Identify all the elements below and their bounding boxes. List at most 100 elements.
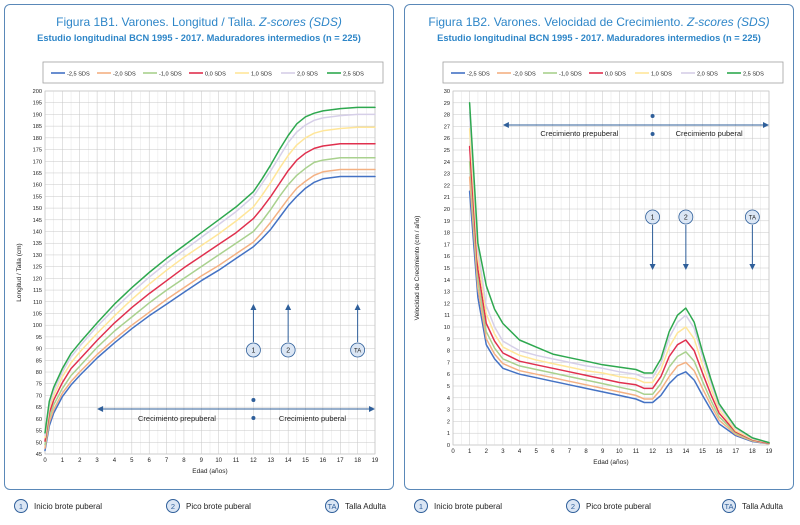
x-tick-label: 17 bbox=[732, 449, 739, 455]
legend-label: 2,5 SDS bbox=[743, 72, 764, 78]
chart-subtitle-suffix: ) bbox=[357, 33, 361, 43]
x-tick-label: 11 bbox=[233, 458, 240, 464]
legend-label: 1,0 SDS bbox=[251, 72, 272, 78]
marker-arrowhead bbox=[682, 264, 689, 270]
chart-subtitle-text: Estudio longitudinal BCN 1995 - 2017. Ma… bbox=[37, 33, 326, 43]
marker-badge-icon: 1 bbox=[414, 499, 428, 513]
y-tick-label: 160 bbox=[33, 183, 42, 189]
chart-title: Figura 1B1. Varones. Longitud / Talla. Z… bbox=[5, 15, 393, 29]
y-axis-title: Velocidad de Crecimiento (cm / año) bbox=[414, 216, 421, 321]
legend-label: 0,0 SDS bbox=[205, 72, 226, 78]
y-tick-label: 155 bbox=[33, 194, 42, 200]
y-tick-label: 19 bbox=[444, 219, 450, 225]
footer-label: Inicio brote puberal bbox=[434, 501, 503, 511]
growth-phase-annotation: Crecimiento prepuberal Crecimiento pubera… bbox=[502, 114, 769, 138]
x-axis-title: Edad (años) bbox=[593, 459, 628, 466]
x-tick-label: 3 bbox=[95, 458, 99, 464]
series-line bbox=[468, 128, 770, 444]
chart-title-text: Figura 1B2. Varones. Velocidad de Crecim… bbox=[428, 15, 684, 29]
phase-label-puberal: Crecimiento puberal bbox=[676, 129, 743, 138]
series-line bbox=[44, 168, 376, 449]
x-axis-title: Edad (años) bbox=[192, 468, 227, 475]
marker-badge-icon: TA bbox=[722, 499, 736, 513]
series-line bbox=[44, 113, 376, 437]
footer-item-inicio: 1 Inicio brote puberal bbox=[14, 497, 102, 515]
series-line bbox=[44, 156, 376, 446]
phase-divider-dot bbox=[650, 132, 655, 136]
y-tick-label: 105 bbox=[33, 311, 42, 317]
y-tick-label: 21 bbox=[444, 195, 450, 201]
footer-item-pico: 2 Pico brote puberal bbox=[566, 497, 651, 515]
legend: -2,5 SDS -2,0 SDS -1,0 SDS 0,0 SDS 1,0 SDS 2,… bbox=[42, 61, 384, 84]
marker-badge-icon bbox=[744, 209, 760, 225]
legend-label: -2,0 SDS bbox=[113, 72, 136, 78]
legend-label: -2,5 SDS bbox=[467, 72, 490, 78]
marker-arrowhead bbox=[649, 264, 656, 270]
y-tick-label: 90 bbox=[36, 347, 42, 353]
phase-label-prepuberal: Crecimiento prepuberal bbox=[540, 129, 618, 138]
x-tick-label: 18 bbox=[354, 458, 361, 464]
marker-label: 2 bbox=[286, 348, 290, 355]
phase-arrowhead-left bbox=[97, 406, 104, 412]
legend-label: 2,5 SDS bbox=[343, 72, 364, 78]
y-tick-label: 85 bbox=[36, 358, 42, 364]
marker-2: 2 bbox=[678, 209, 694, 270]
x-tick-label: 11 bbox=[633, 449, 640, 455]
y-tick-label: 29 bbox=[444, 101, 450, 107]
x-tick-label: 5 bbox=[130, 458, 134, 464]
y-tick-label: 110 bbox=[33, 300, 42, 306]
y-tick-label: 8 bbox=[447, 349, 450, 355]
marker-arrowhead bbox=[749, 264, 756, 270]
chart-title: Figura 1B2. Varones. Velocidad de Crecim… bbox=[405, 15, 793, 29]
y-tick-label: 22 bbox=[444, 183, 450, 189]
x-tick-label: 9 bbox=[200, 458, 204, 464]
y-tick-label: 9 bbox=[447, 337, 450, 343]
y-tick-label: 185 bbox=[33, 124, 42, 130]
y-tick-label: 145 bbox=[33, 218, 42, 224]
y-tick-label: 13 bbox=[444, 290, 450, 296]
velocity-chart-svg: -2,5 SDS -2,0 SDS -1,0 SDS 0,0 SDS 1,0 SDS 2,… bbox=[414, 61, 784, 466]
footer-label: Pico brote puberal bbox=[186, 501, 251, 511]
marker-badge-icon bbox=[645, 209, 660, 225]
marker-arrowhead bbox=[354, 304, 361, 310]
y-tick-label: 16 bbox=[444, 254, 450, 260]
x-tick-label: 12 bbox=[649, 449, 656, 455]
phase-arrowhead-right bbox=[369, 406, 375, 412]
y-tick-label: 120 bbox=[33, 276, 42, 282]
y-tick-label: 65 bbox=[36, 405, 42, 411]
x-tick-label: 2 bbox=[485, 449, 489, 455]
y-tick-label: 25 bbox=[444, 148, 450, 154]
series-line bbox=[44, 142, 376, 442]
phase-arrowhead-left bbox=[502, 122, 509, 128]
y-tick-label: 55 bbox=[36, 429, 42, 435]
x-tick-label: 1 bbox=[61, 458, 65, 464]
legend-label: 2,0 SDS bbox=[697, 72, 718, 78]
footer-label: Inicio brote puberal bbox=[34, 501, 103, 511]
legend-label: 2,0 SDS bbox=[297, 72, 318, 78]
y-tick-label: 4 bbox=[447, 396, 450, 402]
marker-1: 1 bbox=[246, 304, 261, 358]
x-tick-label: 19 bbox=[766, 449, 773, 455]
x-tick-label: 14 bbox=[682, 449, 689, 455]
marker-badge-icon bbox=[350, 342, 366, 358]
marker-badge-icon: 1 bbox=[14, 499, 28, 513]
legend-box bbox=[42, 61, 384, 84]
chart-title-text: Figura 1B1. Varones. Longitud / Talla. bbox=[56, 15, 256, 29]
y-tick-label: 7 bbox=[447, 360, 450, 366]
series-line bbox=[468, 145, 770, 444]
x-tick-label: 8 bbox=[182, 458, 186, 464]
y-tick-label: 75 bbox=[36, 382, 42, 388]
y-tick-label: 140 bbox=[33, 230, 42, 236]
x-tick-label: 0 bbox=[43, 458, 47, 464]
x-tick-label: 3 bbox=[501, 449, 505, 455]
y-tick-label: 100 bbox=[33, 323, 42, 329]
x-tick-label: 16 bbox=[320, 458, 327, 464]
phase-divider-dot bbox=[251, 416, 256, 420]
y-tick-label: 23 bbox=[444, 172, 450, 178]
y-tick-label: 50 bbox=[36, 440, 42, 446]
footer-item-talla: TA Talla Adulta bbox=[325, 497, 386, 515]
legend-box bbox=[442, 61, 784, 84]
chart-title-italic: Z-scores (SDS) bbox=[686, 15, 770, 29]
y-tick-label: 115 bbox=[33, 288, 42, 294]
x-tick-label: 8 bbox=[584, 449, 588, 455]
